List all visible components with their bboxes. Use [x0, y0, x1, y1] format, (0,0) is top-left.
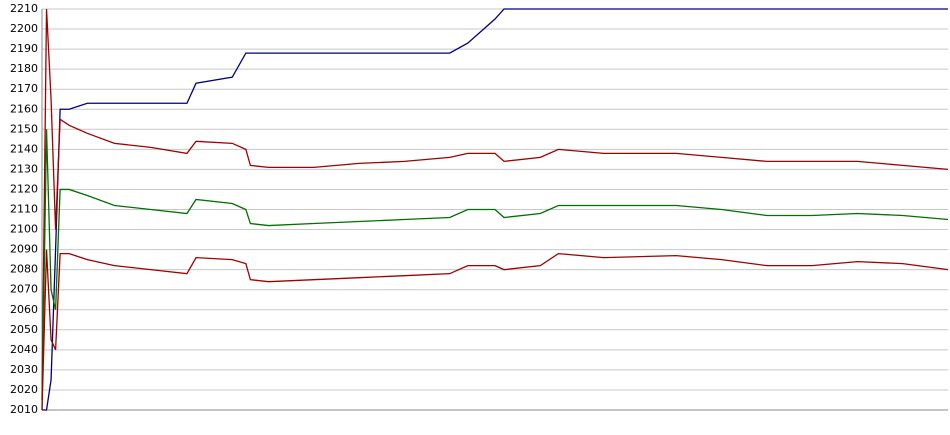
y-tick-label: 2080	[10, 263, 38, 276]
y-tick-label: 2070	[10, 283, 38, 296]
series-line	[41, 249, 949, 411]
y-tick-label: 2110	[10, 203, 38, 216]
y-tick-label: 2180	[10, 62, 38, 75]
y-tick-label: 2090	[10, 243, 38, 256]
y-tick-label: 2100	[10, 223, 38, 236]
y-tick-label: 2010	[10, 403, 38, 416]
series-line	[41, 129, 949, 411]
y-tick-label: 2030	[10, 363, 38, 376]
y-tick-label: 2060	[10, 303, 38, 316]
y-tick-label: 2210	[10, 2, 38, 15]
y-tick-label: 2200	[10, 22, 38, 35]
y-tick-label: 2150	[10, 122, 38, 135]
y-tick-label: 2140	[10, 142, 38, 155]
y-tick-label: 2130	[10, 162, 38, 175]
y-tick-label: 2160	[10, 102, 38, 115]
series-line	[42, 8, 948, 411]
y-tick-label: 2170	[10, 82, 38, 95]
y-tick-label: 2120	[10, 182, 38, 195]
y-tick-label: 2050	[10, 323, 38, 336]
y-tick-label: 2020	[10, 383, 38, 396]
y-tick-label: 2040	[10, 343, 38, 356]
y-tick-label: 2190	[10, 42, 38, 55]
series-line	[41, 8, 949, 400]
